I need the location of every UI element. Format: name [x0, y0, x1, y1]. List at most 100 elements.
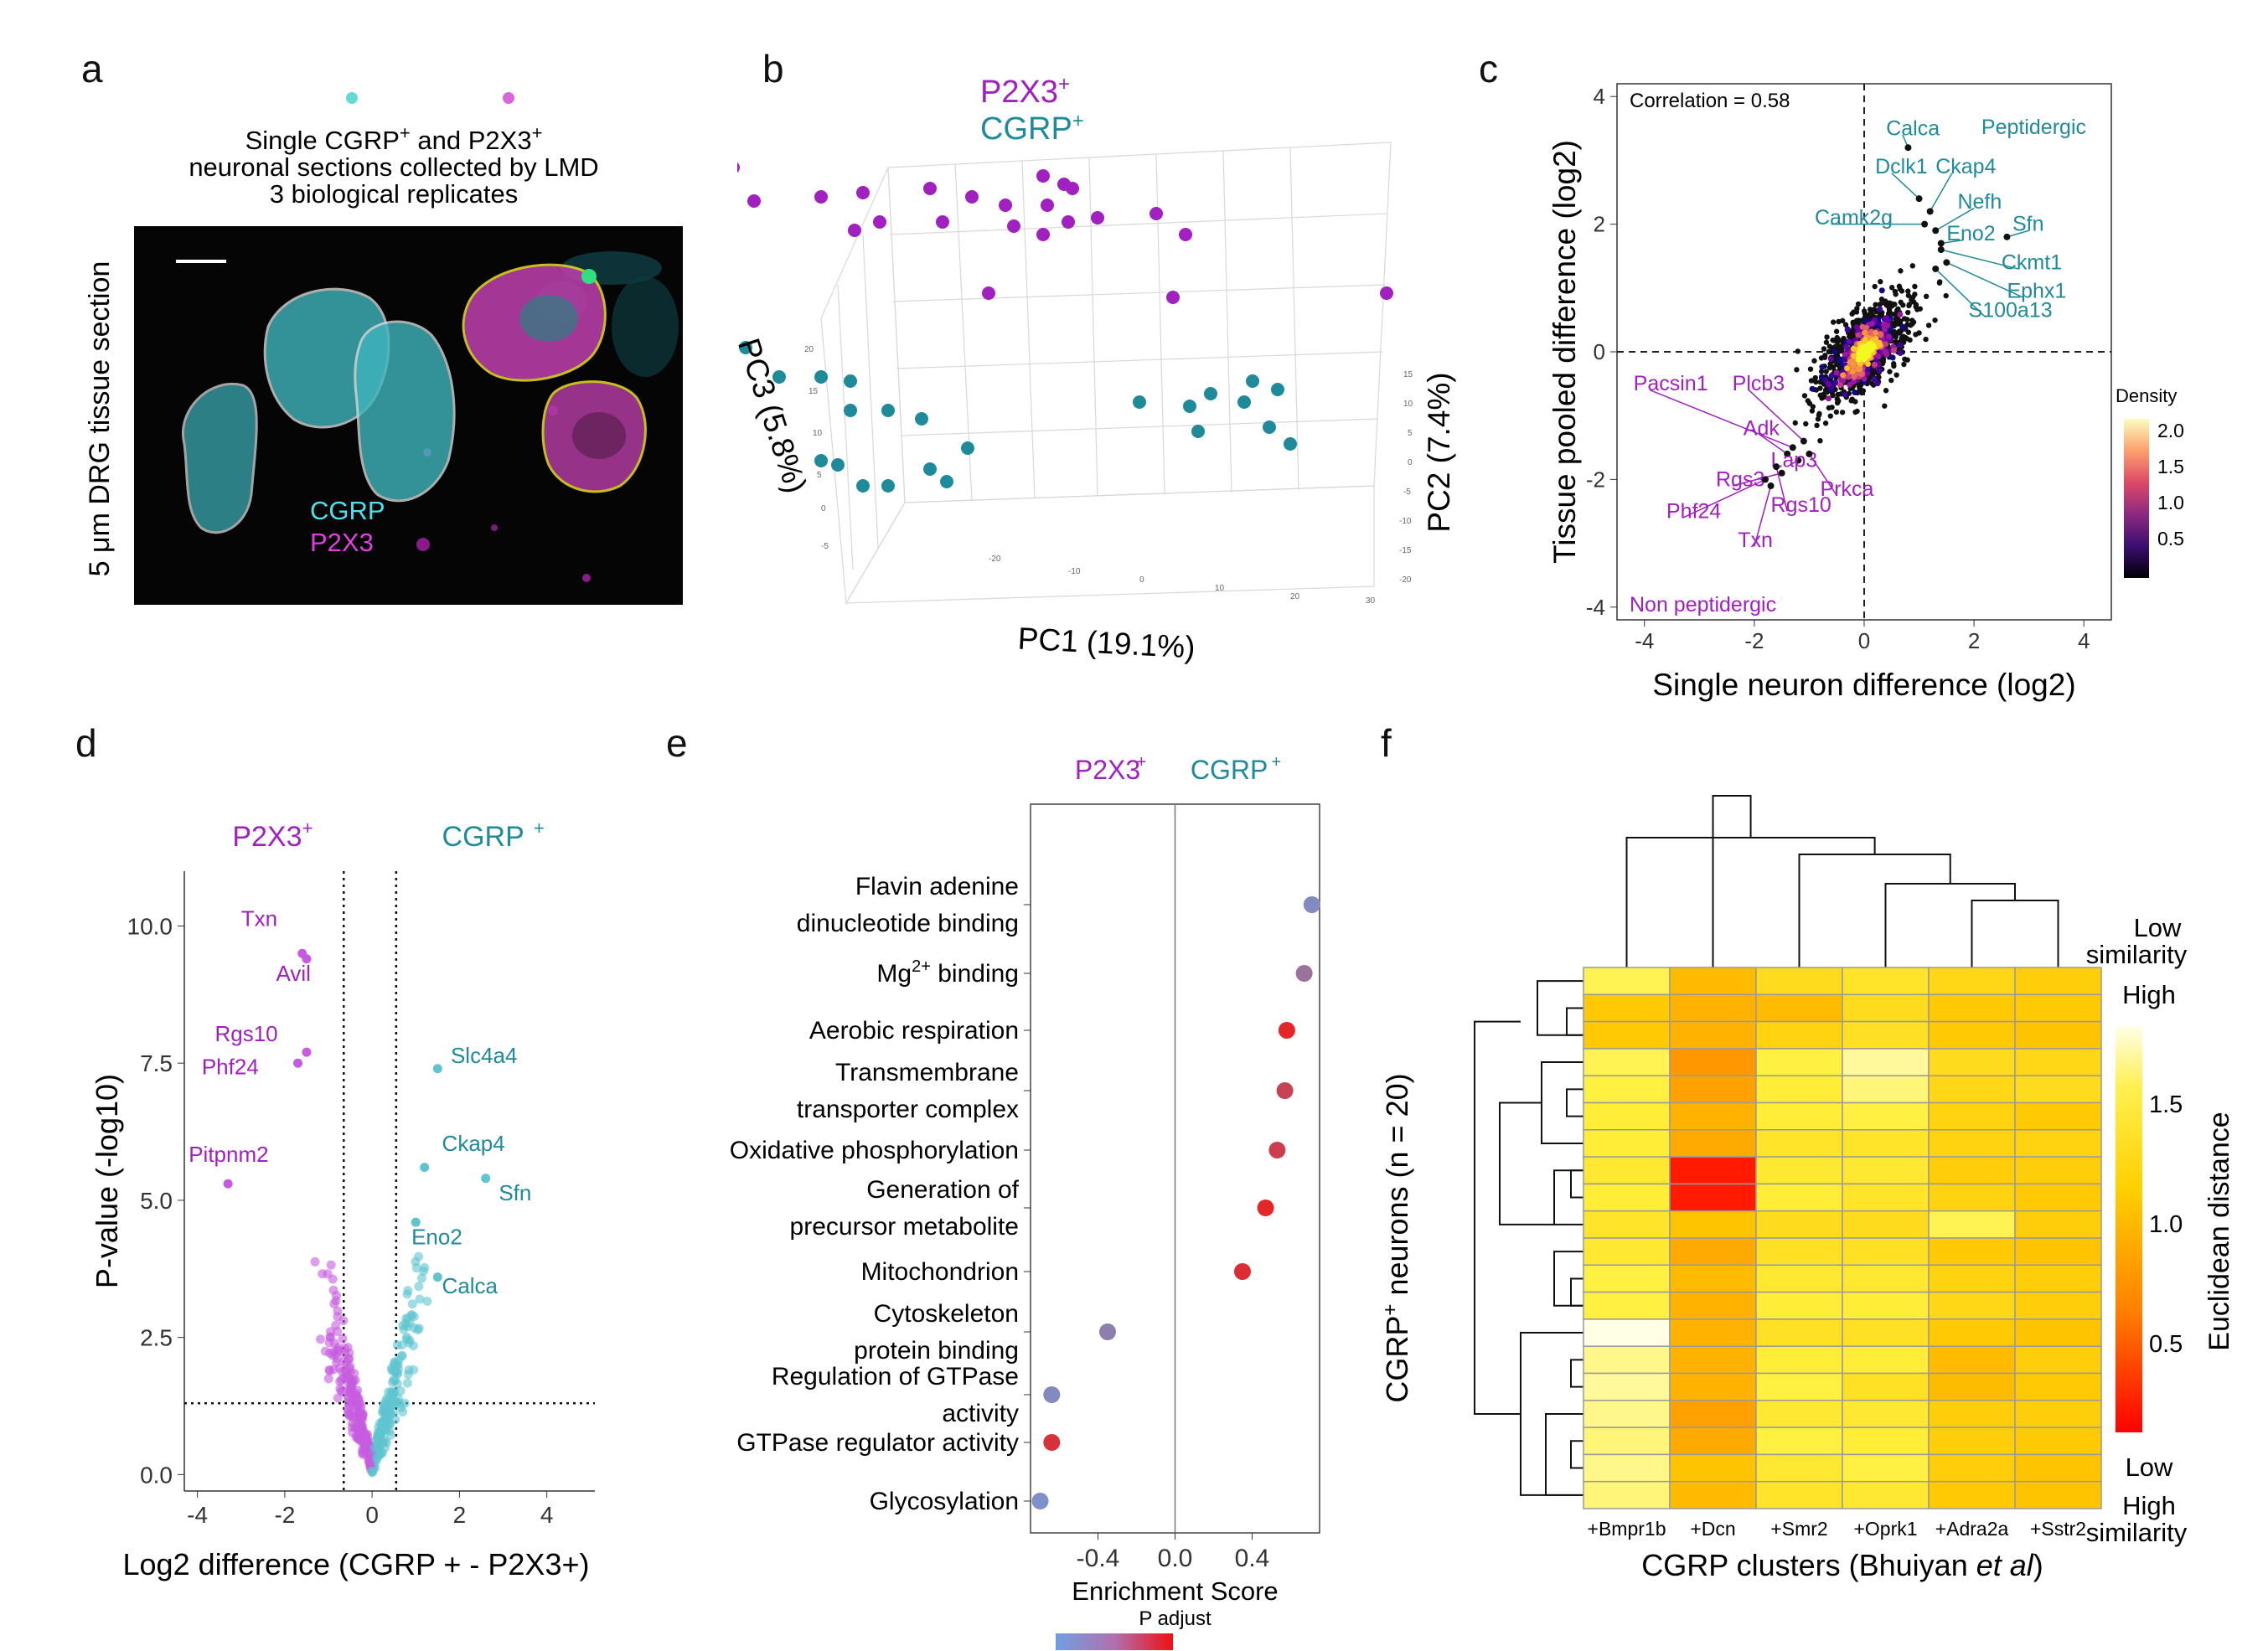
legend-title: P adjust: [1139, 1607, 1211, 1630]
row-dendrogram: [1474, 980, 1583, 1496]
dendro-branch: [1570, 1440, 1583, 1469]
labeled-gene-point: [1795, 457, 1802, 464]
svg-text:10: 10: [1403, 400, 1413, 409]
gene-point: [380, 1421, 390, 1432]
heatmap-cell: [1755, 1048, 1843, 1076]
panel-c-chart: -4 -2 0 2 4 4 2 0 -2 -4 Calca Dclk1 Ckap4 Nefh Sfn Camk…: [1547, 83, 2184, 702]
density-point: [1881, 321, 1888, 328]
gene-point: [1792, 420, 1798, 426]
gene-point: [1807, 366, 1814, 372]
gene-point: [1905, 329, 1912, 335]
term-label: Generation of: [866, 1176, 1019, 1204]
gene-label-eno2: Eno2: [1946, 222, 1995, 245]
pca-point-cgrp: [1133, 395, 1146, 409]
labeled-gene-point: [1932, 227, 1940, 235]
gene-point: [1882, 403, 1888, 409]
gene-point: [341, 1368, 351, 1378]
svg-text:-15: -15: [1399, 546, 1412, 555]
gene-point: [326, 1260, 336, 1270]
gene-point: [333, 1354, 343, 1364]
enrichment-dot: [1278, 1022, 1295, 1039]
heatmap-cell: [1928, 1480, 2016, 1509]
gene-point: [1923, 336, 1929, 343]
gene-point: [1943, 292, 1949, 299]
heatmap-cell: [1755, 1453, 1843, 1483]
x-axis-label: Enrichment Score: [1072, 1576, 1278, 1606]
correlation-label: Correlation = 0.58: [1630, 90, 1790, 112]
enrichment-dot: [1234, 1263, 1251, 1280]
gene-point: [1879, 360, 1886, 367]
heatmap-cell: [1842, 1264, 1930, 1293]
label-leader: [2007, 230, 2029, 238]
euclid-legend-tick: 0.5: [2149, 1331, 2183, 1358]
gene-point: [1849, 329, 1855, 335]
heatmap-cell: [1583, 1102, 1671, 1131]
dendro-branch: [1712, 795, 1752, 967]
legend-top-low: Low: [2134, 913, 2182, 942]
gene-point: [1815, 416, 1821, 422]
heatmap-cell: [1928, 1291, 2016, 1320]
density-point: [1850, 379, 1857, 385]
gene-point: [1882, 300, 1888, 306]
x-tick-label: 0: [365, 1502, 379, 1528]
column-label: +Bmpr1b: [1588, 1518, 1666, 1540]
gene-point: [1816, 410, 1822, 417]
label-leader: [1930, 173, 1953, 212]
heatmap-cell: [1583, 1400, 1671, 1428]
heatmap-cell: [1669, 1048, 1757, 1076]
svg-text:5: 5: [817, 471, 822, 480]
heatmap-cell: [1842, 1372, 1930, 1401]
panel-c-letter: c: [1479, 47, 1498, 90]
gene-point: [1801, 393, 1808, 399]
density-point: [1842, 391, 1848, 398]
gene-label-sfn: Sfn: [2012, 213, 2044, 236]
dendro-branch: [1570, 1359, 1583, 1388]
svg-text:5: 5: [1408, 429, 1413, 438]
heatmap-cell: [1842, 1129, 1930, 1158]
gene-point: [1914, 307, 1920, 312]
gene-point: [411, 1263, 421, 1273]
heatmap-cell: [1842, 993, 1930, 1023]
heatmap-cell: [2014, 1372, 2102, 1401]
density-point: [1818, 374, 1825, 380]
gene-point: [377, 1407, 387, 1417]
labeled-gene-point: [1943, 259, 1950, 266]
label-leader: [1759, 434, 1788, 455]
corner-non-peptidergic: Non peptidergic: [1630, 593, 1776, 617]
svg-text:15: 15: [1403, 370, 1413, 379]
panel-a-letter: a: [81, 47, 103, 90]
gene-label-ckap4: Ckap4: [1935, 155, 1996, 178]
density-point: [1897, 312, 1904, 318]
heatmap-cell: [2014, 1237, 2102, 1267]
density-point: [1859, 323, 1866, 330]
heatmap-cell: [1583, 993, 1671, 1023]
group-sup-cgrp: +: [1272, 753, 1282, 771]
gene-point: [1823, 369, 1829, 374]
panel-d-chart: -4 -2 0 2 4 10.0 7.5 5.0 2.5 0.0 Txn Avil Rgs10 Phf24…: [90, 818, 595, 1581]
density-point: [1883, 341, 1889, 348]
gene-point: [1842, 322, 1849, 328]
density-point: [1809, 385, 1816, 392]
gene-point: [348, 1397, 358, 1407]
dendro-branch: [1971, 900, 2059, 967]
pca-point-p2x3: [936, 215, 949, 229]
pca-point-p2x3: [856, 186, 870, 199]
heatmap-cell: [1669, 1264, 1757, 1293]
heatmap-cell: [1842, 1318, 1930, 1347]
labeled-gene-point: [302, 954, 312, 964]
gene-point: [1909, 263, 1916, 269]
euclid-legend-tick: 1.0: [2149, 1211, 2183, 1238]
gene-point: [395, 1399, 405, 1409]
enrichment-dot: [1099, 1323, 1116, 1340]
term-label: Cytoskeleton: [874, 1300, 1019, 1328]
heatmap-cell: [1755, 1264, 1843, 1293]
gene-point: [1869, 380, 1875, 387]
density-point: [1857, 344, 1864, 351]
gene-point: [1912, 283, 1918, 290]
dendro-branch: [1884, 883, 2016, 967]
gene-point: [1861, 308, 1868, 314]
heatmap-cell: [1669, 1210, 1757, 1239]
gene-point: [1827, 361, 1833, 367]
gene-point: [1833, 328, 1840, 334]
pca-point-p2x3: [848, 224, 861, 237]
